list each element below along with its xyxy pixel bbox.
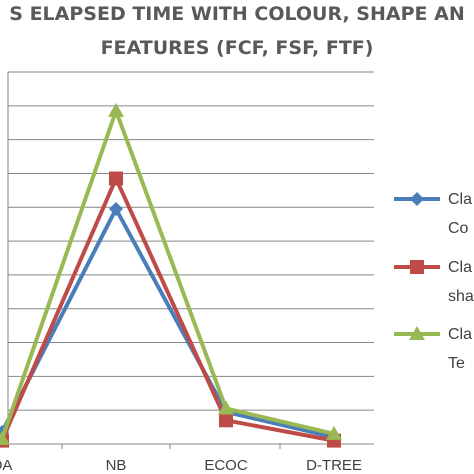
- gridlines: [8, 71, 374, 411]
- legend-label: Cla: [448, 326, 472, 343]
- chart-title-line-1: S ELAPSED TIME WITH COLOUR, SHAPE AN: [9, 3, 464, 25]
- legend-entry-2: Cla sha: [394, 259, 474, 305]
- data-point: [219, 413, 233, 428]
- legend-label: Cla: [448, 259, 472, 276]
- chart-title: S ELAPSED TIME WITH COLOUR, SHAPE AN FEA…: [9, 3, 464, 59]
- series-line: [0, 206, 335, 440]
- legend-label: Cla: [448, 191, 472, 208]
- series-3: [0, 102, 342, 445]
- x-tick-label: D-TREE: [306, 457, 362, 474]
- data-point: [0, 430, 10, 445]
- series-line: [0, 108, 335, 440]
- x-tick-label: DA: [0, 457, 12, 474]
- series-group: [0, 102, 342, 448]
- legend-label: Co: [448, 220, 469, 237]
- data-point: [109, 171, 123, 186]
- data-point: [109, 201, 123, 216]
- chart-title-line-2: FEATURES (FCF, FSF, FTF): [101, 37, 374, 59]
- legend-label: sha: [448, 288, 474, 305]
- series-line: [0, 176, 335, 443]
- legend-entry-1: Cla Co: [394, 191, 472, 237]
- data-point: [218, 400, 234, 415]
- data-point: [108, 102, 124, 117]
- data-point: [410, 192, 424, 206]
- legend-entry-3: Cla Te: [394, 326, 472, 372]
- data-point: [326, 425, 342, 440]
- x-tick-labels: DA NB ECOC D-TREE: [0, 457, 362, 474]
- x-tick-label: NB: [106, 457, 127, 474]
- legend-label: Te: [448, 355, 465, 372]
- x-tick-label: ECOC: [204, 457, 248, 474]
- data-point: [410, 260, 424, 274]
- legend: Cla Co Cla sha Cla Te: [394, 191, 474, 372]
- data-point: [409, 326, 425, 340]
- axes: [7, 72, 374, 449]
